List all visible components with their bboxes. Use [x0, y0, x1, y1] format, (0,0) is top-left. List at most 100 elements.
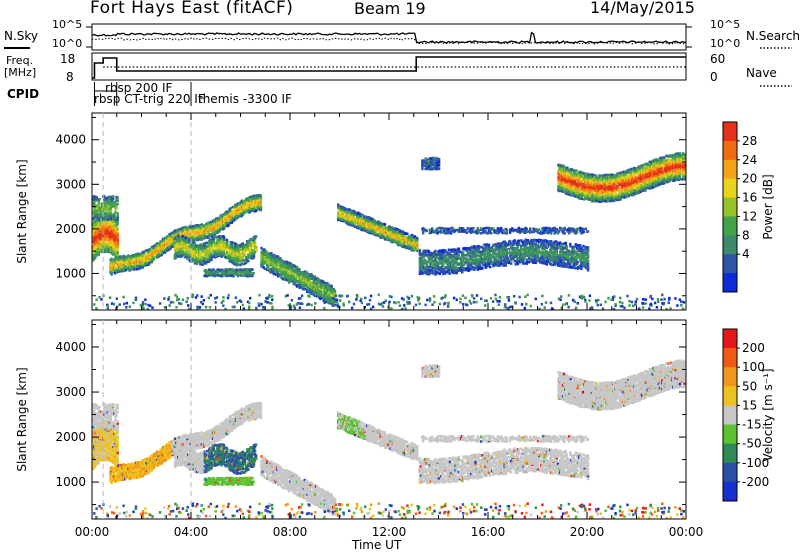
power-cell: [113, 212, 116, 216]
power-cell: [418, 251, 422, 254]
power-cell: [110, 267, 113, 270]
power-cell: [134, 259, 138, 262]
power-cell: [98, 232, 102, 235]
power-cell: [139, 266, 142, 270]
power-cell: [173, 229, 177, 232]
power-cell: [555, 240, 559, 244]
power-cell: [327, 296, 330, 300]
power-cell: [147, 263, 150, 266]
power-cell: [496, 242, 500, 245]
power-cell: [484, 252, 487, 256]
power-cell: [134, 267, 138, 271]
power-cell: [129, 263, 132, 267]
power-cell: [116, 221, 119, 224]
power-cell: [112, 253, 115, 256]
power-cell: [525, 253, 528, 257]
power-cell: [123, 264, 127, 268]
power-cell: [98, 249, 102, 252]
power-cell: [236, 244, 239, 247]
power-cell: [163, 251, 167, 254]
power-cell: [117, 263, 120, 267]
power-cell: [168, 236, 171, 240]
power-cell: [455, 271, 458, 275]
power-cell: [183, 232, 187, 236]
power-cell: [317, 277, 320, 281]
power-cell: [361, 213, 364, 217]
power-cell: [416, 249, 419, 253]
power-cell: [534, 258, 537, 262]
power-cell: [306, 271, 309, 274]
power-cell: [112, 263, 116, 266]
power-cell: [109, 212, 113, 215]
power-cell: [569, 242, 572, 246]
power-cell: [537, 249, 541, 252]
power-cell: [97, 243, 100, 247]
power-cell: [388, 225, 391, 228]
power-cell: [185, 225, 188, 229]
power-cell: [96, 197, 99, 201]
power-cell: [536, 257, 540, 261]
power-cell: [104, 208, 107, 211]
power-cell: [226, 268, 230, 272]
power-cells: [92, 152, 686, 311]
power-cell: [251, 274, 254, 278]
power-cell: [110, 232, 114, 236]
power-cell: [287, 271, 290, 275]
power-cell: [448, 252, 452, 255]
power-cell: [97, 199, 100, 203]
power-cell: [498, 250, 502, 253]
power-cell: [549, 260, 552, 264]
power-cell: [301, 271, 304, 274]
power-cell: [270, 252, 273, 255]
power-cell: [92, 217, 95, 221]
power-cell: [181, 229, 185, 233]
power-cell: [162, 241, 166, 245]
power-cell: [116, 229, 119, 232]
power-cell: [112, 197, 115, 201]
power-cell: [416, 236, 419, 240]
power-cell: [119, 258, 122, 261]
power-cell: [252, 271, 255, 275]
power-cell: [103, 218, 106, 222]
power-cell: [161, 239, 165, 243]
power-cell: [124, 263, 128, 266]
power-cell: [100, 204, 104, 207]
power-cell: [390, 226, 393, 229]
nsky-panel-frame: [91, 23, 687, 51]
power-cell: [281, 263, 284, 266]
power-cell: [116, 218, 119, 222]
power-cell: [200, 252, 203, 255]
power-cell: [107, 215, 110, 219]
power-cell: [197, 228, 200, 232]
power-cell: [198, 224, 201, 227]
power-cell: [97, 218, 100, 221]
power-cell: [551, 242, 554, 245]
power-cell: [156, 242, 159, 245]
power-cell: [96, 209, 99, 213]
power-cell: [192, 235, 196, 239]
power-cell: [134, 263, 138, 266]
power-cell: [216, 241, 219, 244]
power-cell: [95, 196, 98, 199]
power-cell: [97, 253, 100, 256]
power-cell: [435, 271, 438, 274]
power-cell: [105, 216, 108, 220]
power-cell: [171, 239, 175, 243]
power-cell: [505, 247, 508, 251]
power-cell: [106, 200, 109, 203]
power-cell: [159, 240, 162, 243]
power-cell: [516, 262, 520, 266]
power-cell: [488, 265, 492, 269]
power-cell: [514, 263, 517, 266]
power-cell: [141, 266, 144, 269]
power-cell: [567, 257, 571, 261]
power-cell: [383, 223, 387, 226]
power-cell: [105, 250, 108, 253]
power-cell: [107, 202, 110, 206]
power-cell: [116, 234, 119, 237]
power-cell: [124, 268, 128, 272]
power-cell: [109, 207, 113, 210]
power-cell: [481, 267, 484, 270]
power-cell: [525, 258, 528, 262]
